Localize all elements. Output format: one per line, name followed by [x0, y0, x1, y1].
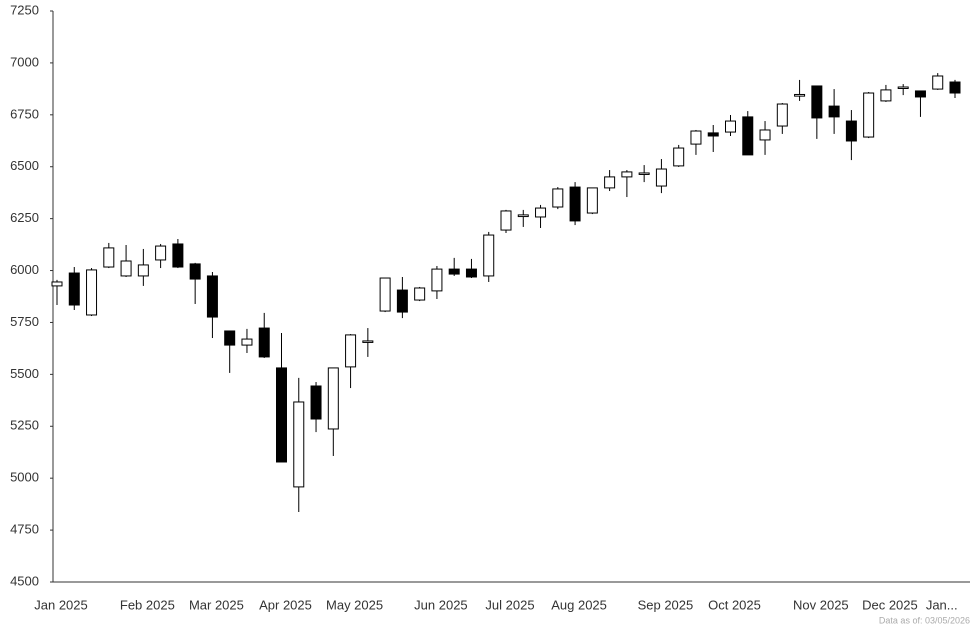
candle-up [863, 92, 875, 138]
candle-up [103, 247, 115, 268]
candle-down [310, 385, 322, 420]
candle-down [448, 268, 460, 275]
candle-down [707, 132, 719, 137]
y-tick-label: 5750 [10, 314, 39, 329]
candle-up [690, 130, 702, 145]
candle-up [120, 260, 132, 277]
candle-down [569, 186, 581, 222]
candle-up [552, 188, 564, 208]
y-tick-label: 6750 [10, 106, 39, 121]
candle-down [189, 263, 201, 280]
candle-down [949, 81, 961, 94]
candle-up [293, 401, 305, 488]
y-tick-label: 6250 [10, 210, 39, 225]
candle-up [379, 277, 391, 312]
candle-down [811, 85, 823, 119]
x-tick-label: Aug 2025 [551, 597, 607, 612]
candle-up [897, 86, 909, 89]
candle-down [258, 327, 270, 358]
y-tick-label: 4500 [10, 573, 39, 588]
candle-up [431, 268, 443, 292]
candle-up [155, 245, 167, 261]
candle-up [655, 168, 667, 187]
y-tick-label: 7000 [10, 54, 39, 69]
candle-up [137, 264, 149, 277]
candle-up [86, 269, 98, 316]
candle-up [638, 172, 650, 175]
candle-up [345, 334, 357, 368]
candle-down [465, 268, 477, 278]
candle-up [51, 281, 63, 287]
x-tick-label: Jan... [926, 597, 958, 612]
x-tick-label: Nov 2025 [793, 597, 849, 612]
x-tick-label: Mar 2025 [189, 597, 244, 612]
x-tick-label: Apr 2025 [259, 597, 312, 612]
candle-up [535, 207, 547, 218]
y-tick-label: 5250 [10, 418, 39, 433]
candle-up [725, 120, 736, 133]
x-tick-label: Sep 2025 [638, 597, 694, 612]
y-tick-label: 4750 [10, 522, 39, 537]
footnote: Data as of: 03/05/2026 [879, 615, 970, 625]
candle-down [172, 243, 184, 268]
x-tick-label: Dec 2025 [862, 597, 918, 612]
candle-down [828, 105, 840, 118]
candle-up [241, 338, 253, 346]
x-tick-label: May 2025 [326, 597, 383, 612]
candle-up [586, 187, 598, 214]
candle-down [68, 272, 80, 306]
candle-down [845, 120, 857, 142]
y-tick-label: 5500 [10, 366, 39, 381]
candle-down [206, 275, 218, 318]
candle-up [604, 176, 616, 189]
candle-up [759, 129, 771, 141]
candle-down [914, 90, 926, 98]
candle-up [414, 287, 426, 301]
candle-up [517, 214, 529, 218]
x-tick-label: Feb 2025 [120, 597, 175, 612]
y-tick-label: 5000 [10, 470, 39, 485]
candle-up [483, 234, 495, 277]
x-tick-label: Jun 2025 [414, 597, 468, 612]
candle-down [742, 116, 754, 156]
candle-up [327, 367, 339, 430]
candle-up [880, 89, 892, 102]
candle-up [500, 210, 512, 231]
candle-up [794, 93, 806, 97]
y-tick-label: 6000 [10, 262, 39, 277]
x-tick-label: Jul 2025 [485, 597, 534, 612]
candle-up [621, 171, 633, 178]
candle-down [224, 330, 236, 346]
candle-up [932, 75, 944, 90]
y-tick-label: 7250 [10, 2, 39, 17]
candle-up [776, 103, 788, 127]
x-tick-label: Oct 2025 [708, 597, 761, 612]
candle-up [362, 340, 374, 343]
candle-up [673, 147, 685, 167]
y-tick-label: 6500 [10, 158, 39, 173]
candle-down [396, 289, 408, 313]
candle-down [276, 367, 287, 463]
x-tick-label: Jan 2025 [34, 597, 88, 612]
